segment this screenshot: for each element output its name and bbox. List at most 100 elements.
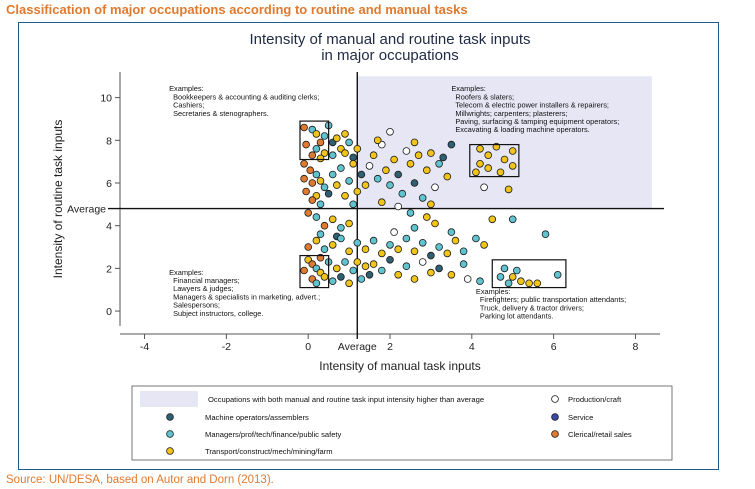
data-point <box>496 168 505 177</box>
data-point <box>328 170 337 179</box>
example-box <box>469 143 520 178</box>
data-point <box>418 239 427 247</box>
data-point <box>328 151 337 160</box>
annotation-line: Excavating & loading machine operators. <box>455 125 589 134</box>
data-point <box>349 200 358 209</box>
data-point <box>402 147 411 155</box>
data-point <box>386 181 394 189</box>
data-point <box>328 215 337 224</box>
data-point <box>500 264 509 273</box>
x-tick-label: -4 <box>140 341 149 353</box>
x-tick-label: -2 <box>222 341 231 353</box>
data-point <box>328 241 337 249</box>
annotation-line: Examples: <box>169 84 204 93</box>
data-point <box>410 247 419 256</box>
data-point <box>320 183 329 192</box>
annotation-line: Millwrights; carpenters; plasterers; <box>455 109 567 118</box>
legend-label: Managers/prof/tech/finance/public safety <box>205 430 342 439</box>
data-point <box>377 249 386 258</box>
data-point <box>508 162 517 170</box>
data-point <box>300 174 308 183</box>
data-point <box>459 260 468 268</box>
data-point <box>349 153 358 162</box>
average-y-label: Average <box>67 204 106 216</box>
data-point <box>361 262 370 271</box>
data-point <box>382 166 390 175</box>
data-point <box>508 215 517 224</box>
data-point <box>316 200 325 209</box>
data-point <box>349 266 358 275</box>
data-point <box>398 189 407 198</box>
legend-marker <box>166 430 174 438</box>
legend-region-label: Occupations with both manual and routine… <box>208 395 484 404</box>
data-point <box>312 213 321 221</box>
data-point <box>410 224 419 232</box>
data-point <box>406 160 415 168</box>
data-point <box>341 149 349 157</box>
highlight-region <box>357 76 652 209</box>
data-point <box>353 145 362 153</box>
data-point <box>341 258 349 266</box>
data-point <box>306 166 315 175</box>
data-point <box>337 234 345 243</box>
data-point <box>402 234 411 243</box>
y-tick-label: 10 <box>100 93 112 105</box>
data-point <box>422 166 431 175</box>
legend-marker <box>551 395 559 403</box>
legend-label: Machine operators/assemblers <box>205 413 309 422</box>
data-point <box>451 236 460 245</box>
data-point <box>508 273 517 281</box>
data-point <box>337 164 345 172</box>
data-point <box>463 275 472 283</box>
data-point <box>312 145 321 153</box>
data-point <box>386 241 394 249</box>
data-point <box>320 245 329 254</box>
data-point <box>476 277 484 286</box>
data-point <box>300 266 308 275</box>
data-point <box>365 162 374 170</box>
annotation-line: Firefighters; public transportation atte… <box>480 295 626 304</box>
data-point <box>302 187 310 196</box>
data-point <box>553 270 562 279</box>
data-point <box>377 266 386 275</box>
data-point <box>373 174 382 183</box>
legend-region-swatch <box>140 391 198 407</box>
data-point <box>316 138 325 147</box>
annotation-line: Parking lot attendants. <box>480 312 554 321</box>
data-point <box>320 132 329 140</box>
data-point <box>476 160 484 168</box>
example-box <box>299 254 330 289</box>
data-point <box>447 228 456 236</box>
x-tick-label: 6 <box>551 341 557 353</box>
data-point <box>427 268 435 277</box>
data-point <box>418 258 427 266</box>
data-point <box>427 149 435 157</box>
data-point <box>431 219 439 228</box>
data-point <box>427 251 435 260</box>
annotation-line: Salespersons; <box>173 301 220 310</box>
data-point <box>304 209 313 217</box>
data-point <box>308 151 317 160</box>
annotation-line: Financial managers; <box>173 276 240 285</box>
data-point <box>447 270 456 279</box>
legend-marker <box>551 430 559 438</box>
data-point <box>377 198 386 207</box>
legend-marker <box>166 413 174 421</box>
data-point <box>435 243 443 251</box>
data-point <box>443 249 452 258</box>
data-point <box>357 275 366 283</box>
data-point <box>337 224 345 232</box>
data-point <box>406 209 415 217</box>
example-box <box>491 259 567 289</box>
data-point <box>316 230 325 239</box>
legend-label: Transport/construct/mech/mining/farm <box>205 447 333 456</box>
data-point <box>308 179 317 187</box>
data-point <box>373 136 382 145</box>
data-point <box>508 147 517 155</box>
data-point <box>504 279 513 288</box>
data-point <box>431 183 439 192</box>
data-point <box>394 170 403 179</box>
data-point <box>349 160 358 168</box>
data-point <box>302 140 310 149</box>
legend-label: Service <box>568 413 593 422</box>
